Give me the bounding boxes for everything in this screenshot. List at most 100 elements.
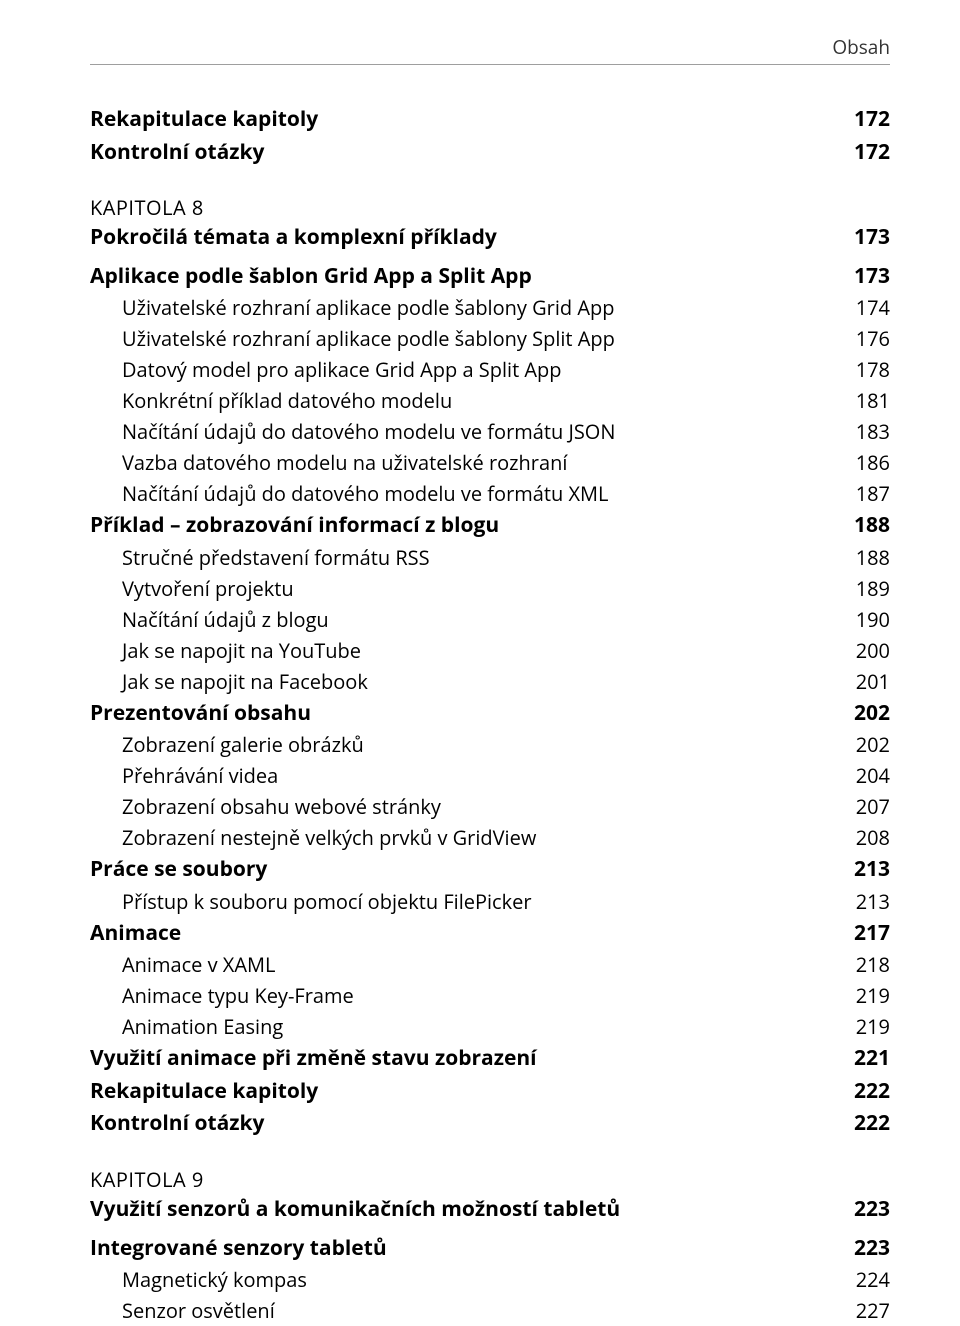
toc-entry: Konkrétní příklad datového modelu181 [90,385,890,416]
toc-entry-page: 227 [842,1295,890,1326]
toc-entry-label: Magnetický kompas [90,1264,307,1295]
toc-entry-page: 213 [842,886,890,917]
toc-entry-label: Využití animace při změně stavu zobrazen… [90,1042,537,1075]
toc-entry-page: 208 [842,822,890,853]
toc-entry-label: Senzor osvětlení [90,1295,275,1326]
toc-entry-label: Datový model pro aplikace Grid App a Spl… [90,354,562,385]
toc-entry-page: 218 [842,949,890,980]
toc-entry-label: Zobrazení galerie obrázků [90,729,364,760]
toc-entry: Přístup k souboru pomocí objektu FilePic… [90,886,890,917]
toc-entry: Animace 217 [90,917,890,950]
toc-entry-page: 222 [842,1075,890,1108]
toc-entry-label: Prezentování obsahu [90,697,311,730]
toc-entry-page: 224 [842,1264,890,1295]
toc-entry-label: Práce se soubory [90,853,267,886]
toc-entry-page: 219 [842,1011,890,1042]
toc-entry-label: Kontrolní otázky [90,1107,265,1140]
toc-entry: Magnetický kompas 224 [90,1264,890,1295]
toc-entry-page: 223 [842,1193,890,1226]
toc-entry: Vazba datového modelu na uživatelské roz… [90,447,890,478]
toc-entry-label: Rekapitulace kapitoly [90,103,318,136]
toc-entry: Kontrolní otázky 222 [90,1107,890,1140]
toc-entry-page: 188 [842,509,890,542]
toc-entry: Práce se soubory 213 [90,853,890,886]
toc-entry: Aplikace podle šablon Grid App a Split A… [90,260,890,293]
toc-entry-page: 176 [842,323,890,354]
toc-entry: Animation Easing 219 [90,1011,890,1042]
toc-entry-label: Zobrazení nestejně velkých prvků v GridV… [90,822,536,853]
toc-entry-page: 189 [842,573,890,604]
toc-entry: Využití animace při změně stavu zobrazen… [90,1042,890,1075]
toc-entry-label: Animace [90,917,181,950]
toc-entry-label: Přehrávání videa [90,760,278,791]
toc-entry-label: Jak se napojit na YouTube [90,635,361,666]
toc-entry: Senzor osvětlení 227 [90,1295,890,1326]
toc-entry-label: Rekapitulace kapitoly [90,1075,318,1108]
toc-entry-page: 202 [842,729,890,760]
toc-entry: Zobrazení obsahu webové stránky 207 [90,791,890,822]
toc-entry: Zobrazení nestejně velkých prvků v GridV… [90,822,890,853]
toc-entry-label: Vazba datového modelu na uživatelské roz… [90,447,567,478]
toc-entry-label: Animation Easing [90,1011,283,1042]
toc-entry-page: 190 [842,604,890,635]
toc-entry: Stručné představení formátu RSS188 [90,542,890,573]
toc-entry-page: 183 [842,416,890,447]
toc-entry-label: Uživatelské rozhraní aplikace podle šabl… [90,292,614,323]
chapter-eyebrow: KAPITOLA 8 [90,194,890,221]
toc-list: Rekapitulace kapitoly172Kontrolní otázky… [90,103,890,1326]
toc-entry: Načítání údajů do datového modelu ve for… [90,478,890,509]
toc-entry-page: 172 [842,136,890,169]
toc-entry-label: Stručné představení formátu RSS [90,542,430,573]
toc-entry-page: 174 [842,292,890,323]
toc-entry-label: Aplikace podle šablon Grid App a Split A… [90,260,532,293]
toc-entry-label: Pokročilá témata a komplexní příklady [90,221,497,254]
toc-entry: Příklad – zobrazování informací z blogu 1… [90,509,890,542]
toc-entry-label: Uživatelské rozhraní aplikace podle šabl… [90,323,615,354]
toc-entry: Animace typu Key-Frame 219 [90,980,890,1011]
toc-entry-page: 173 [842,260,890,293]
toc-entry-page: 200 [842,635,890,666]
toc-entry-page: 187 [842,478,890,509]
toc-entry-page: 204 [842,760,890,791]
toc-entry: Vytvoření projektu 189 [90,573,890,604]
toc-entry-label: Využití senzorů a komunikačních možností… [90,1193,620,1226]
toc-entry-page: 186 [842,447,890,478]
toc-entry: Přehrávání videa 204 [90,760,890,791]
toc-entry-label: Přístup k souboru pomocí objektu FilePic… [90,886,532,917]
toc-entry-page: 217 [842,917,890,950]
toc-entry-page: 213 [842,853,890,886]
toc-entry: Jak se napojit na YouTube 200 [90,635,890,666]
toc-entry-page: 222 [842,1107,890,1140]
chapter-eyebrow: KAPITOLA 9 [90,1166,890,1193]
toc-entry-label: Integrované senzory tabletů [90,1232,387,1265]
toc-entry: Animace v XAML 218 [90,949,890,980]
toc-entry-page: 173 [842,221,890,254]
toc-entry-page: 221 [842,1042,890,1075]
toc-entry-page: 202 [842,697,890,730]
toc-entry: Kontrolní otázky 172 [90,136,890,169]
toc-entry: Prezentování obsahu 202 [90,697,890,730]
toc-entry-page: 178 [842,354,890,385]
toc-entry: Načítání údajů z blogu190 [90,604,890,635]
toc-entry-label: Jak se napojit na Facebook [90,666,368,697]
toc-entry-label: Kontrolní otázky [90,136,265,169]
toc-entry: Načítání údajů do datového modelu ve for… [90,416,890,447]
toc-entry-page: 181 [842,385,890,416]
toc-entry-page: 201 [842,666,890,697]
toc-entry-label: Zobrazení obsahu webové stránky [90,791,441,822]
toc-entry-label: Animace typu Key-Frame [90,980,354,1011]
toc-entry-page: 223 [842,1232,890,1265]
toc-entry: Uživatelské rozhraní aplikace podle šabl… [90,323,890,354]
toc-entry: Rekapitulace kapitoly 172 [90,103,890,136]
toc-entry: Zobrazení galerie obrázků 202 [90,729,890,760]
toc-entry: Jak se napojit na Facebook 201 [90,666,890,697]
toc-entry-page: 172 [842,103,890,136]
toc-entry-label: Vytvoření projektu [90,573,294,604]
toc-entry-label: Animace v XAML [90,949,275,980]
toc-entry-label: Příklad – zobrazování informací z blogu [90,509,499,542]
page-header: Obsah [90,34,890,65]
toc-entry-page: 207 [842,791,890,822]
toc-entry: Rekapitulace kapitoly 222 [90,1075,890,1108]
toc-entry-label: Načítání údajů do datového modelu ve for… [90,478,608,509]
toc-entry-page: 219 [842,980,890,1011]
